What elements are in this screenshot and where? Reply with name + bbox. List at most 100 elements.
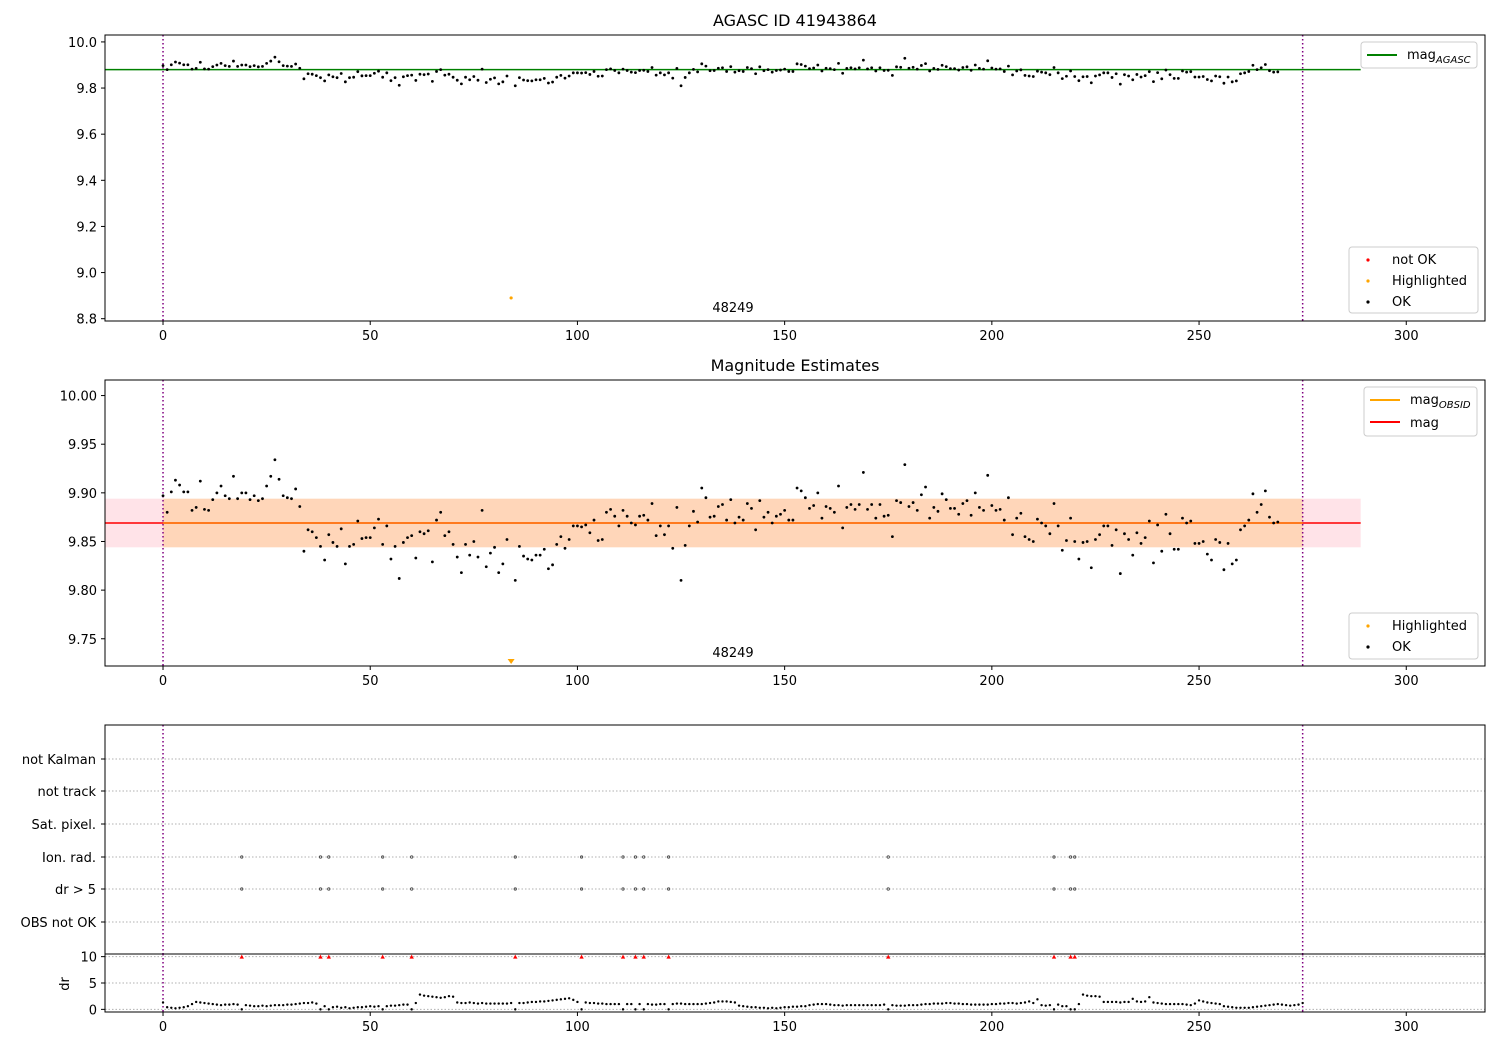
ok-point	[269, 474, 273, 478]
ok-point	[642, 68, 646, 72]
ok-point	[745, 66, 749, 69]
ok-point	[1060, 548, 1064, 552]
dr-point	[1123, 1000, 1126, 1004]
dr-point	[783, 1006, 786, 1009]
ok-point	[1210, 558, 1213, 562]
ok-point	[484, 81, 488, 84]
dr-point	[762, 1006, 766, 1009]
dr-point	[1172, 1002, 1176, 1006]
legend2-highlighted-label: Highlighted	[1392, 619, 1467, 634]
dr-point	[211, 1002, 214, 1006]
dr-point	[331, 1006, 335, 1009]
ok-point	[671, 546, 675, 550]
ok-point	[1085, 540, 1089, 543]
ok-point	[215, 63, 219, 67]
ok-point	[1247, 70, 1251, 73]
ok-point	[886, 513, 890, 517]
ok-point	[758, 499, 762, 503]
ok-point	[911, 501, 915, 504]
magnitude-xtick-label: 250	[1187, 674, 1212, 689]
ok-point	[414, 556, 418, 560]
ok-point	[555, 75, 559, 79]
ok-point	[762, 515, 766, 519]
dr-point	[1160, 1002, 1163, 1005]
dr-point	[402, 1003, 405, 1006]
ok-point	[1276, 70, 1280, 74]
ok-point	[679, 578, 683, 582]
dr-point	[1085, 994, 1089, 997]
flag-row-label: Ion. rad.	[42, 851, 96, 866]
dr-point	[186, 1005, 190, 1008]
ok-point	[721, 503, 724, 506]
dr-point	[190, 1002, 194, 1006]
dr-point	[721, 1000, 724, 1003]
ok-point	[853, 507, 857, 511]
flag-marker	[667, 887, 671, 891]
flag-marker	[621, 887, 625, 891]
ok-point	[298, 66, 302, 70]
ok-point	[1123, 532, 1126, 536]
ok-point	[634, 71, 637, 74]
ok-point	[410, 534, 414, 538]
ok-point	[629, 521, 633, 525]
ok-point	[1239, 528, 1242, 532]
ok-point	[1081, 75, 1085, 79]
ok-point	[861, 471, 865, 474]
dr-point	[737, 1004, 741, 1007]
ok-point	[368, 536, 372, 539]
ok-point	[795, 486, 799, 490]
ok-point	[832, 68, 836, 71]
dr-point	[567, 997, 571, 1000]
dr-point	[228, 1003, 231, 1006]
ok-point	[944, 65, 948, 68]
dr-point	[816, 1002, 819, 1006]
ok-point	[219, 61, 223, 65]
ok-point	[828, 67, 832, 71]
flag-marker	[381, 887, 385, 891]
agasc-ytick-label: 9.6	[76, 128, 97, 143]
dr-point	[650, 1003, 654, 1006]
magnitude-xtick-label: 150	[772, 674, 797, 689]
dr-point	[1264, 1004, 1267, 1007]
ok-point	[306, 528, 310, 532]
ok-point	[629, 70, 633, 74]
ok-point	[534, 78, 538, 82]
ok-point	[285, 64, 289, 68]
ok-point	[932, 67, 936, 70]
ok-point	[232, 59, 235, 63]
dr-point	[414, 1001, 418, 1005]
ok-point	[1110, 543, 1114, 547]
ok-point	[294, 487, 298, 491]
ok-point	[1044, 71, 1048, 75]
dr-point	[373, 1005, 376, 1008]
ok-point	[1098, 73, 1101, 77]
ok-point	[733, 521, 737, 525]
legend-ok-label: OK	[1392, 295, 1411, 310]
dr-point	[348, 1007, 351, 1010]
ok-point	[443, 534, 447, 538]
ok-point	[302, 77, 306, 81]
dr-point	[683, 1002, 687, 1006]
ok-point	[609, 507, 612, 511]
ok-point	[1176, 547, 1180, 551]
ok-point	[1189, 519, 1193, 523]
ok-point	[658, 524, 662, 528]
ok-point	[812, 504, 816, 507]
ok-point	[1234, 79, 1238, 83]
dr-point	[895, 1004, 898, 1007]
ok-point	[1243, 71, 1247, 75]
ok-point	[729, 65, 733, 68]
ok-point	[1201, 75, 1205, 78]
dr-point	[688, 1002, 691, 1006]
ok-point	[957, 512, 961, 516]
ok-point	[377, 69, 380, 73]
dr-ytick-label: 0	[89, 1003, 97, 1018]
ok-point	[360, 537, 364, 540]
dr-point	[505, 1002, 509, 1005]
flag-marker	[410, 855, 414, 859]
ok-point	[828, 507, 832, 510]
ok-point	[447, 530, 451, 534]
ok-point	[866, 507, 869, 511]
ok-point	[783, 508, 787, 512]
ok-point	[393, 544, 397, 548]
